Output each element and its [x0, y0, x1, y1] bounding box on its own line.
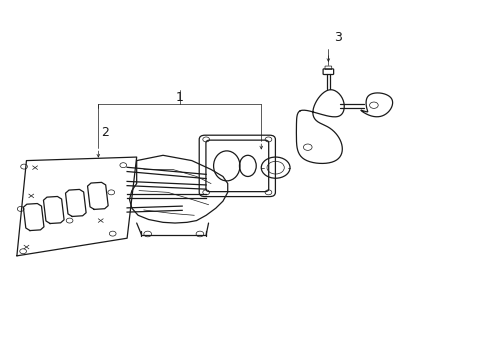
Text: 3: 3: [333, 31, 341, 44]
Text: 2: 2: [102, 126, 109, 139]
Text: 1: 1: [176, 91, 183, 104]
